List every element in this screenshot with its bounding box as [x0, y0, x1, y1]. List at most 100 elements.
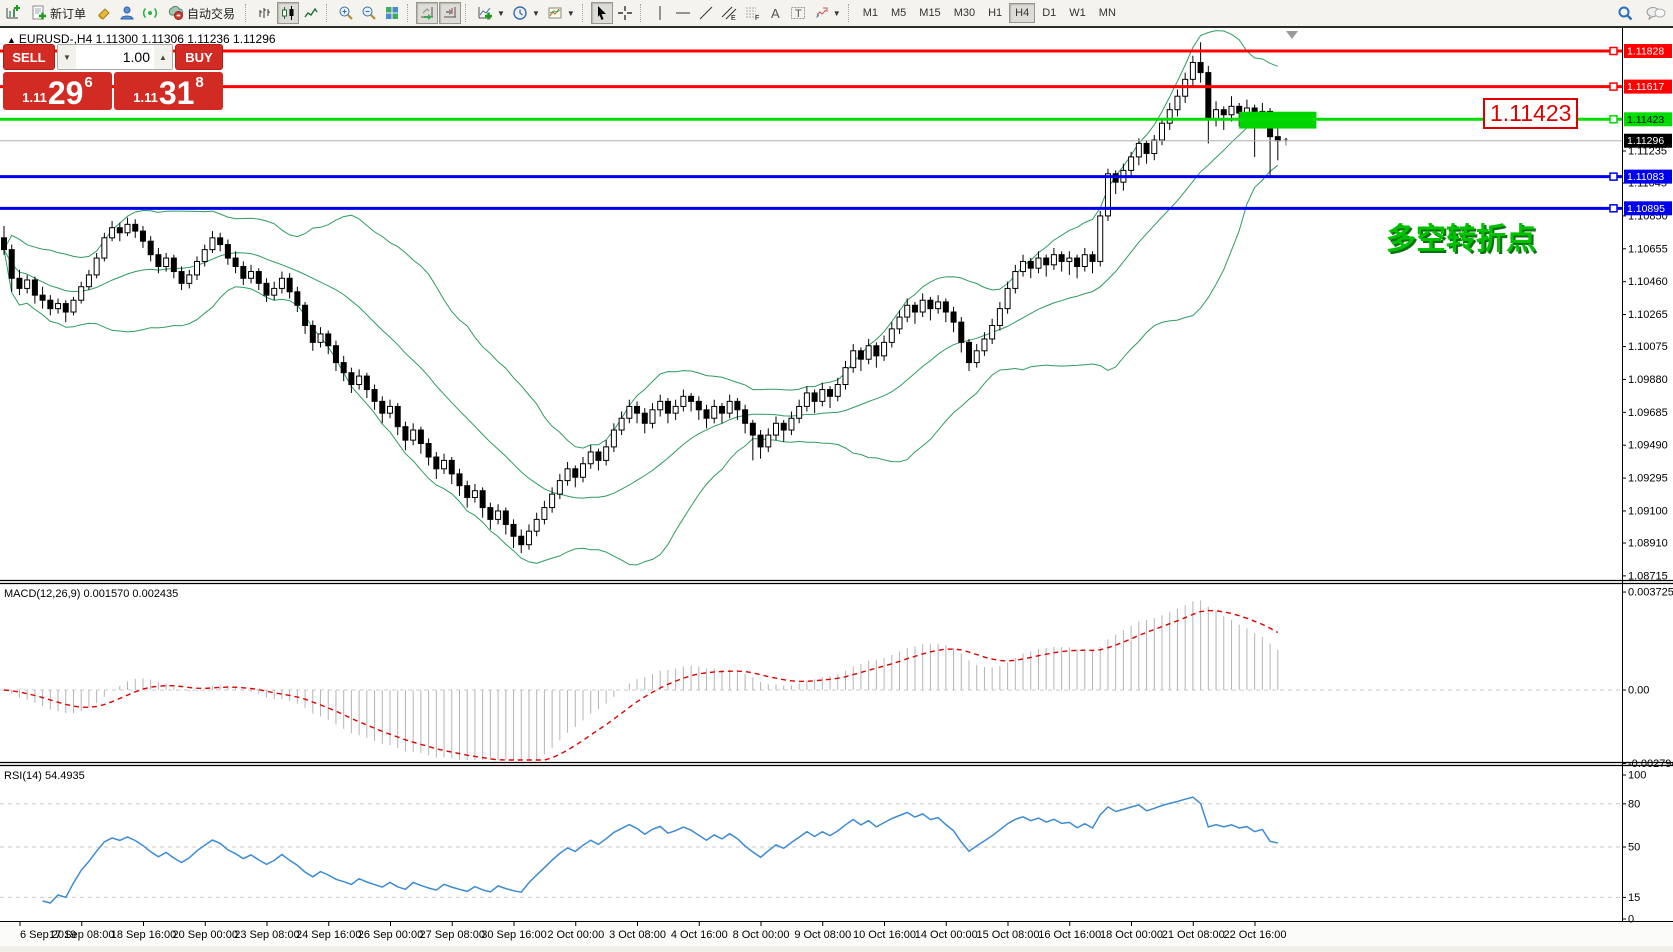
sell-price-box[interactable]: 1.11 29 6: [3, 72, 112, 110]
svg-text:1.09100: 1.09100: [1628, 505, 1668, 517]
svg-text:23 Sep 08:00: 23 Sep 08:00: [234, 929, 299, 941]
fibonacci-button[interactable]: F: [741, 2, 763, 24]
bar-chart-button[interactable]: [254, 2, 276, 24]
channel-button[interactable]: E: [718, 2, 740, 24]
price-callout-label[interactable]: 1.11423: [1483, 98, 1579, 129]
sell-price-sup: 6: [84, 74, 93, 91]
pane-backgrounds: [0, 28, 1673, 952]
sell-price-small: 1.11: [22, 90, 47, 105]
svg-text:22 Oct 16:00: 22 Oct 16:00: [1224, 929, 1287, 941]
svg-text:21 Oct 08:00: 21 Oct 08:00: [1162, 929, 1225, 941]
signal-button[interactable]: [139, 2, 161, 24]
text-button[interactable]: A: [764, 2, 786, 24]
fibonacci-icon: F: [745, 7, 759, 21]
line-chart-button[interactable]: [300, 2, 322, 24]
zoom-out-icon: [362, 6, 376, 20]
toolbar-grip: [639, 4, 645, 22]
svg-text:0.00: 0.00: [1628, 685, 1649, 697]
svg-text:15: 15: [1628, 892, 1640, 904]
tf-m15[interactable]: M15: [913, 3, 946, 23]
tf-m5[interactable]: M5: [885, 3, 912, 23]
cursor-button[interactable]: [590, 2, 613, 24]
svg-text:1.11083: 1.11083: [1627, 171, 1664, 183]
auto-scroll-button[interactable]: [416, 2, 439, 24]
trendline-button[interactable]: [695, 2, 717, 24]
profile-button[interactable]: [116, 2, 138, 24]
svg-text:1.08910: 1.08910: [1628, 537, 1668, 549]
search-icon: [1618, 6, 1633, 20]
tf-w1[interactable]: W1: [1063, 3, 1092, 23]
volume-increase-button[interactable]: ▲: [154, 45, 172, 69]
periods-button[interactable]: ▼: [509, 2, 543, 24]
chevron-down-icon: ▼: [566, 8, 575, 18]
up-arrow-marker[interactable]: ↑: [1283, 133, 1290, 148]
price-scale[interactable]: 1.112351.110451.108501.106551.104601.102…: [1622, 44, 1673, 926]
vertical-line-button[interactable]: [649, 2, 671, 24]
svg-text:18 Sep 16:00: 18 Sep 16:00: [111, 929, 176, 941]
volume-decrease-button[interactable]: ▼: [58, 45, 76, 69]
tf-h4[interactable]: H4: [1009, 3, 1036, 23]
line-chart-icon: [304, 7, 318, 18]
chart-window: ↑1.112351.110451.108501.106551.104601.10…: [0, 28, 1673, 952]
tf-m1[interactable]: M1: [857, 3, 884, 23]
candlestick-chart-button[interactable]: [277, 2, 300, 24]
horizontal-level-lines[interactable]: [0, 46, 1622, 213]
zoom-in-icon: [339, 6, 353, 20]
tile-windows-button[interactable]: [381, 2, 403, 24]
sell-button[interactable]: SELL: [3, 44, 55, 70]
arrows-button[interactable]: ▼: [810, 2, 844, 24]
horizontal-line-button[interactable]: [672, 2, 694, 24]
templates-button[interactable]: ▼: [544, 2, 578, 24]
svg-text:6 Sep 2019: 6 Sep 2019: [20, 929, 76, 941]
turning-point-annotation[interactable]: 多空转折点: [1386, 223, 1536, 256]
new-order-icon: [32, 5, 46, 20]
svg-text:24 Sep 16:00: 24 Sep 16:00: [296, 929, 361, 941]
svg-text:1.11296: 1.11296: [1627, 135, 1664, 147]
collapse-panel-icon[interactable]: ▲: [7, 35, 16, 45]
tf-m30[interactable]: M30: [948, 3, 981, 23]
crosshair-button[interactable]: [614, 2, 636, 24]
zoom-out-button[interactable]: [358, 2, 380, 24]
new-chart-button[interactable]: [2, 2, 24, 24]
horizontal-line-icon: [675, 12, 690, 14]
pane-dividers[interactable]: [0, 28, 1673, 922]
signal-icon: [142, 7, 158, 19]
tf-d1[interactable]: D1: [1036, 3, 1062, 23]
chart-plus-icon: [6, 5, 20, 19]
buy-price-box[interactable]: 1.11 31 8: [114, 72, 223, 110]
buy-button[interactable]: BUY: [175, 44, 223, 70]
chevron-down-icon: ▼: [497, 8, 505, 18]
buy-price-sup: 8: [195, 74, 204, 91]
toolbar: 新订单 自动交易 ▼ ▼: [0, 0, 1673, 28]
svg-text:1.10460: 1.10460: [1628, 276, 1668, 288]
indicators-icon: [478, 7, 493, 20]
svg-text:1.08715: 1.08715: [1628, 570, 1668, 582]
svg-text:1.09685: 1.09685: [1628, 407, 1668, 419]
text-icon: A: [771, 6, 780, 21]
chat-button[interactable]: [1643, 2, 1669, 24]
svg-text:8 Oct 00:00: 8 Oct 00:00: [733, 929, 790, 941]
new-order-button[interactable]: 新订单: [25, 2, 92, 24]
indicators-button[interactable]: ▼: [474, 2, 508, 24]
shift-end-marker: [1286, 31, 1298, 39]
tf-mn[interactable]: MN: [1093, 3, 1122, 23]
svg-text:A: A: [771, 6, 780, 21]
eraser-button[interactable]: [93, 2, 115, 24]
chart-shift-button[interactable]: [439, 2, 462, 24]
chart-canvas[interactable]: ↑1.112351.110451.108501.106551.104601.10…: [0, 28, 1673, 952]
arrow-objects-icon: [815, 7, 828, 18]
text-label-button[interactable]: T: [787, 2, 809, 24]
search-button[interactable]: [1614, 2, 1637, 24]
svg-text:1.11235: 1.11235: [1628, 146, 1667, 158]
crosshair-icon: [617, 6, 632, 20]
chat-icon: [1646, 7, 1666, 21]
zoom-in-button[interactable]: [335, 2, 357, 24]
tf-h1[interactable]: H1: [982, 3, 1008, 23]
auto-trading-button[interactable]: 自动交易: [162, 2, 241, 24]
svg-text:1.10655: 1.10655: [1628, 243, 1668, 255]
volume-input[interactable]: [76, 45, 154, 69]
chevron-down-icon: ▼: [531, 8, 540, 18]
volume-stepper: ▼ ▲: [57, 44, 173, 70]
